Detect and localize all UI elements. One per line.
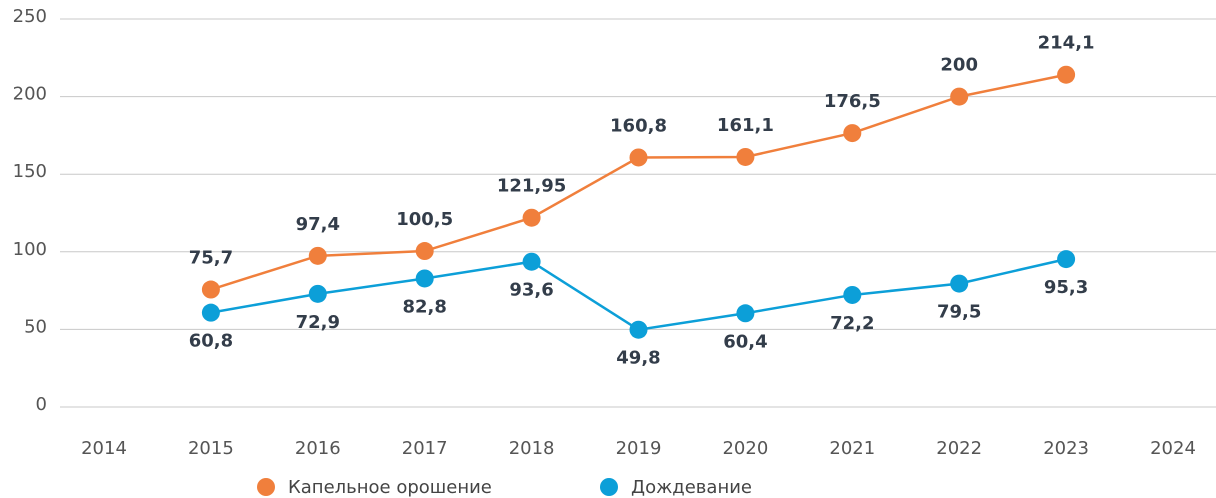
x-tick-label: 2021 [829,438,875,459]
legend-marker [257,478,275,496]
data-point [629,320,648,339]
value-label: 97,4 [296,214,340,235]
value-label: 160,8 [610,115,667,136]
value-label: 75,7 [189,248,233,269]
data-point [415,269,434,288]
legend-marker [600,478,618,496]
value-label: 72,2 [830,313,874,334]
data-point [201,280,220,299]
data-point [1057,65,1076,84]
value-label: 176,5 [824,91,881,112]
x-tick-label: 2022 [936,438,982,459]
y-tick-label: 250 [13,6,47,27]
data-point [415,242,434,261]
value-label: 100,5 [396,209,453,230]
data-point [736,304,755,323]
value-label: 95,3 [1044,277,1088,298]
data-point [843,124,862,143]
x-tick-label: 2016 [295,438,341,459]
data-point [736,147,755,166]
x-tick-label: 2014 [81,438,127,459]
value-label: 60,4 [723,331,767,352]
x-tick-label: 2023 [1043,438,1089,459]
data-point [522,252,541,271]
x-tick-label: 2019 [616,438,662,459]
value-label: 121,95 [497,176,566,197]
data-point [843,285,862,304]
legend-label: Дождевание [631,477,752,498]
y-tick-label: 150 [13,161,47,182]
x-tick-label: 2020 [722,438,768,459]
x-tick-label: 2017 [402,438,448,459]
x-tick-label: 2015 [188,438,234,459]
data-point [629,148,648,167]
y-tick-label: 0 [36,394,47,415]
y-tick-label: 50 [24,316,47,337]
value-label: 60,8 [189,331,233,352]
value-label: 214,1 [1038,33,1095,54]
value-label: 161,1 [717,115,774,136]
value-label: 82,8 [402,296,446,317]
data-point [308,284,327,303]
value-label: 93,6 [509,280,553,301]
y-tick-label: 200 [13,84,47,105]
value-label: 72,9 [296,312,340,333]
y-tick-label: 100 [13,239,47,260]
series-line [210,73,1067,291]
data-point [522,208,541,227]
x-tick-label: 2018 [509,438,555,459]
x-tick-label: 2024 [1150,438,1196,459]
value-label: 79,5 [937,302,981,323]
data-point [950,87,969,106]
data-point [201,303,220,322]
data-point [1057,250,1076,269]
data-point [950,274,969,293]
value-label: 49,8 [616,348,660,369]
legend-label: Капельное орошение [288,477,492,498]
data-point [308,246,327,265]
value-label: 200 [940,55,978,76]
